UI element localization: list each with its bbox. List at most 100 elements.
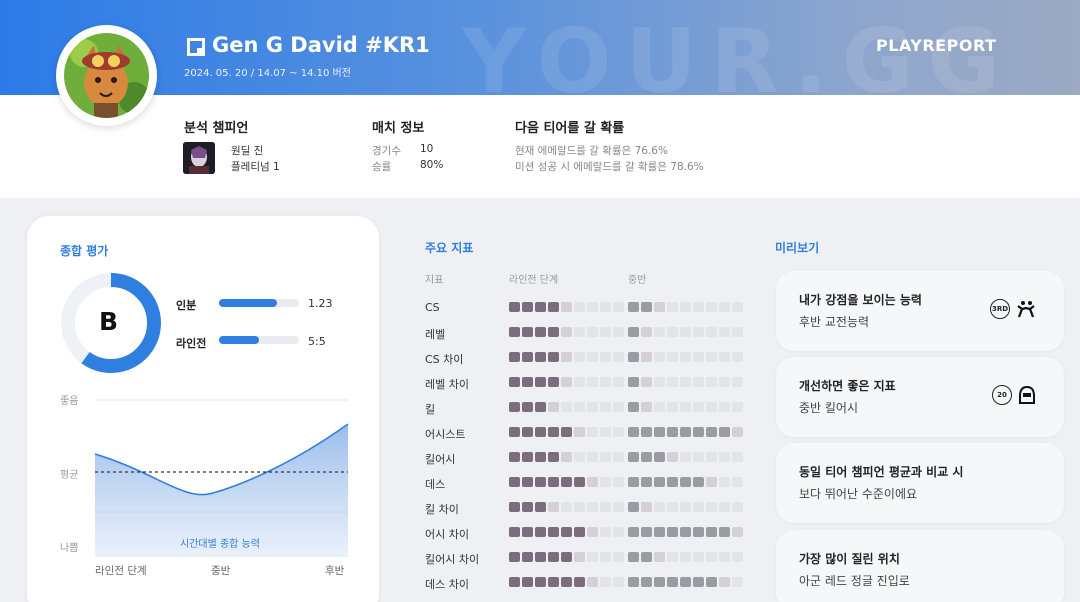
metric-square: [693, 377, 704, 387]
metric-square: [613, 427, 624, 437]
metric-square: [628, 552, 639, 562]
preview-card-compare[interactable]: 동일 티어 챔피언 평균과 비교 시 보다 뛰어난 수준이에요: [776, 443, 1064, 523]
metric-square: [693, 452, 704, 462]
metric-square: [522, 377, 533, 387]
metric-name: 어시 차이: [425, 528, 469, 541]
metric-square: [587, 377, 598, 387]
metric-square: [667, 377, 678, 387]
avatar: [56, 25, 157, 126]
metric-square: [574, 427, 585, 437]
metric-square: [654, 477, 665, 487]
metric-square: [706, 502, 717, 512]
metric-square: [600, 527, 611, 537]
metric-square: [680, 352, 691, 362]
metric-square: [548, 527, 559, 537]
metric-lane-squares: [509, 502, 624, 512]
metric-square: [613, 502, 624, 512]
metric-square: [693, 327, 704, 337]
metric-lane-squares: [509, 427, 624, 437]
metric-square: [613, 577, 624, 587]
metric-mid-squares: [628, 452, 743, 462]
metric-square: [641, 327, 652, 337]
metric-mid-squares: [628, 427, 743, 437]
x-label-lane: 라인전 단계: [95, 565, 147, 577]
metric-square: [535, 402, 546, 412]
preview-card-title: 개선하면 좋은 지표: [799, 379, 896, 393]
metric-mid-squares: [628, 577, 743, 587]
stat-bar-fill: [219, 336, 259, 344]
metric-square: [587, 427, 598, 437]
metric-square: [509, 402, 520, 412]
metric-square: [613, 527, 624, 537]
preview-card-strength[interactable]: 내가 강점을 보이는 능력 후반 교전능력 3RD: [776, 271, 1064, 351]
metric-square: [667, 402, 678, 412]
metric-lane-squares: [509, 577, 624, 587]
metric-square: [548, 402, 559, 412]
metric-square: [706, 302, 717, 312]
metric-square: [587, 327, 598, 337]
metric-square: [548, 327, 559, 337]
metric-square: [693, 527, 704, 537]
metric-square: [613, 377, 624, 387]
metric-square: [574, 552, 585, 562]
metric-square: [654, 552, 665, 562]
brand-logo: PLAYREPORT: [876, 36, 997, 55]
metric-square: [600, 402, 611, 412]
metric-square: [732, 302, 743, 312]
metric-square: [667, 477, 678, 487]
metric-square: [561, 402, 572, 412]
metric-name: 레벨: [425, 328, 446, 341]
metric-name: 킬어시: [425, 453, 456, 466]
metric-lane-squares: [509, 302, 624, 312]
preview-card-title: 가장 많이 질린 위치: [799, 552, 900, 566]
preview-card-improve[interactable]: 개선하면 좋은 지표 중반 킬어시 20: [776, 357, 1064, 437]
metric-square: [587, 352, 598, 362]
metric-square: [509, 477, 520, 487]
metric-square: [719, 452, 730, 462]
metric-square: [732, 402, 743, 412]
metric-square: [732, 477, 743, 487]
metric-square: [719, 502, 730, 512]
metric-square: [535, 302, 546, 312]
metric-square: [574, 352, 585, 362]
metric-name: 킬: [425, 403, 436, 416]
metric-square: [587, 552, 598, 562]
metric-square: [667, 427, 678, 437]
metric-mid-squares: [628, 302, 743, 312]
metric-square: [600, 427, 611, 437]
metric-square: [654, 577, 665, 587]
preview-title: 미리보기: [775, 241, 820, 255]
preview-card-title: 내가 강점을 보이는 능력: [799, 293, 922, 307]
metric-square: [680, 527, 691, 537]
metric-square: [535, 527, 546, 537]
metric-square: [706, 377, 717, 387]
metric-lane-squares: [509, 402, 624, 412]
metric-square: [641, 377, 652, 387]
stat-bar-inbun: [219, 299, 299, 307]
metric-square: [535, 552, 546, 562]
metric-square: [680, 577, 691, 587]
metric-square: [522, 402, 533, 412]
metric-square: [654, 402, 665, 412]
metric-square: [667, 577, 678, 587]
metric-square: [732, 327, 743, 337]
preview-card-position[interactable]: 가장 많이 질린 위치 아군 레드 정글 진입로: [776, 530, 1064, 602]
metric-mid-squares: [628, 352, 743, 362]
metric-square: [561, 577, 572, 587]
metric-square: [641, 477, 652, 487]
metric-square: [641, 352, 652, 362]
metric-mid-squares: [628, 402, 743, 412]
preview-card-sub: 후반 교전능력: [799, 315, 870, 329]
helmet-icon: [1019, 385, 1035, 404]
metric-square: [732, 377, 743, 387]
metric-square: [522, 552, 533, 562]
metric-square: [600, 477, 611, 487]
metric-square: [509, 327, 520, 337]
stat-value-lane: 5:5: [308, 335, 326, 348]
metric-square: [693, 477, 704, 487]
metric-square: [667, 302, 678, 312]
metric-square: [548, 452, 559, 462]
metric-square: [574, 402, 585, 412]
champion-portrait-icon: [64, 33, 149, 118]
metric-square: [732, 502, 743, 512]
